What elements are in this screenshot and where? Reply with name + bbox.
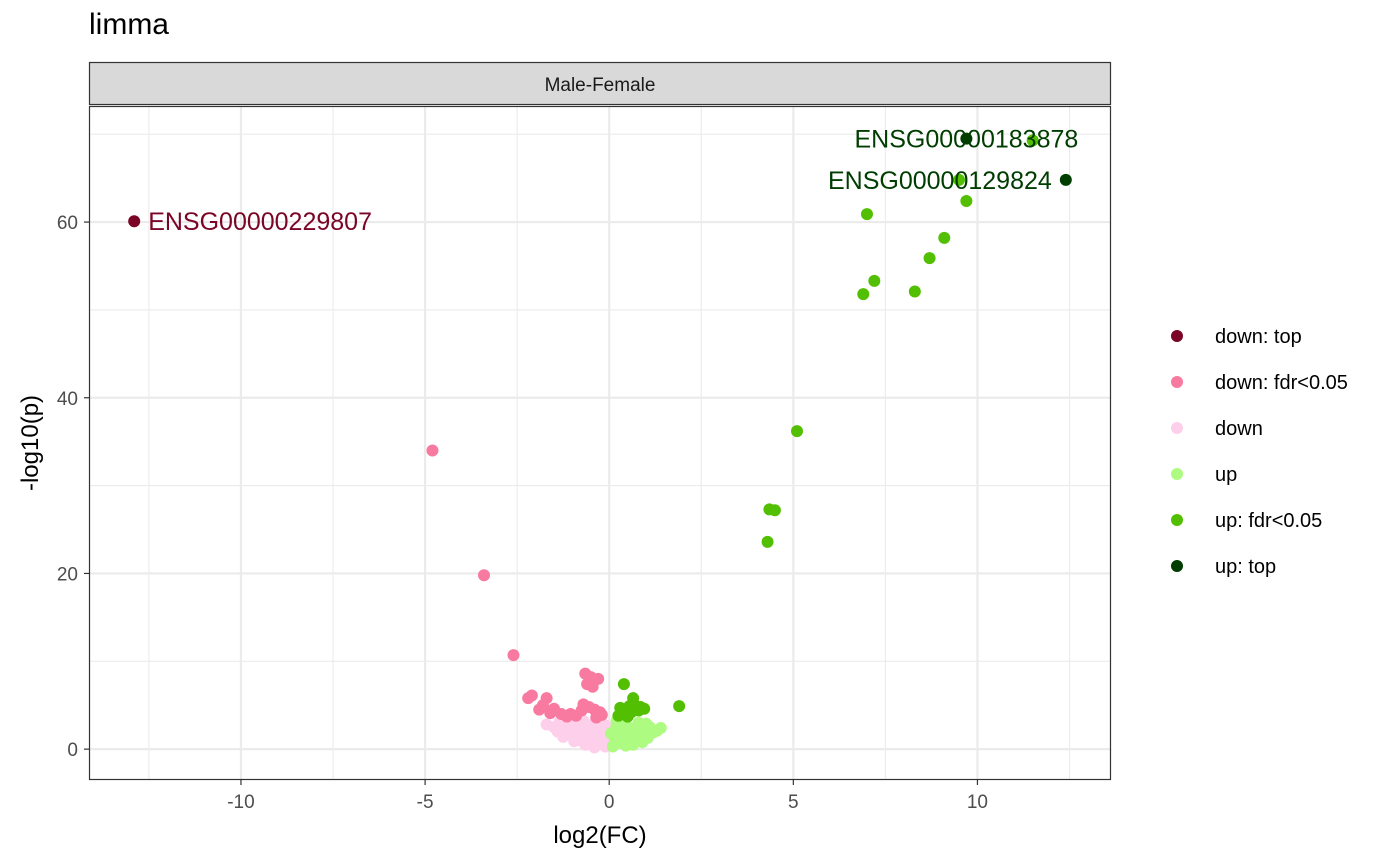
data-point-up-fdr (617, 678, 630, 691)
data-point-up-fdr (923, 252, 936, 265)
data-point-down-fdr (560, 710, 573, 723)
data-point-down-fdr (575, 704, 588, 717)
data-point-up-fdr (938, 231, 951, 244)
data-point-up-fdr (612, 709, 625, 722)
y-axis-title: -log10(p) (17, 395, 44, 491)
data-point-up (636, 736, 649, 749)
data-point-up (654, 722, 667, 735)
data-point-down-fdr (586, 680, 599, 693)
data-point-down (568, 735, 581, 748)
data-point-up-fdr (860, 208, 873, 221)
y-tick-label: 60 (57, 213, 78, 234)
panel-grid (90, 107, 1110, 779)
y-axis: 0 20 40 60 (57, 213, 90, 761)
data-point-up (640, 717, 653, 730)
data-point-up-fdr (908, 285, 921, 298)
data-point-down (588, 741, 601, 754)
data-point-down-fdr (544, 707, 557, 720)
panel-border (88, 105, 1112, 781)
data-point-down (575, 720, 588, 733)
data-point-down-fdr (426, 444, 439, 457)
data-point-down (579, 738, 592, 751)
legend-key-down-fdr (1171, 376, 1183, 388)
data-point-up-fdr (953, 173, 966, 186)
legend-label: up: fdr<0.05 (1215, 510, 1322, 532)
data-point-up-fdr (634, 700, 647, 713)
gene-label: ENSG00000229807 (148, 208, 372, 236)
data-point-down (557, 730, 570, 743)
x-tick-label: -10 (227, 792, 254, 813)
x-tick-label: 0 (604, 792, 615, 813)
data-point-up-fdr (960, 194, 973, 207)
data-point-up-fdr (1026, 134, 1039, 147)
data-point-up-fdr (621, 710, 634, 723)
data-point-up-top (1059, 173, 1072, 186)
x-tick-label: -5 (417, 792, 434, 813)
data-point-up (627, 738, 640, 751)
legend: down: top down: fdr<0.05 down up up: fdr<0.0… (1171, 326, 1348, 578)
data-point-up-fdr (857, 288, 870, 301)
data-point-down-fdr (595, 708, 608, 721)
legend-label: up: top (1215, 556, 1276, 578)
data-point-down-fdr (522, 692, 535, 705)
legend-label: down (1215, 418, 1263, 440)
gene-annotations: ENSG00000229807 ENSG00000183878 ENSG000001… (148, 126, 1078, 237)
legend-label: up (1215, 464, 1237, 486)
x-tick-label: 5 (788, 792, 799, 813)
facet-strip-box (88, 61, 1112, 106)
y-tick-label: 40 (57, 389, 78, 410)
gene-label: ENSG00000183878 (854, 126, 1078, 154)
data-point-down-fdr (478, 569, 491, 582)
x-tick-label: 10 (967, 792, 988, 813)
data-point-up-top (960, 132, 973, 145)
data-point-up-fdr (868, 274, 881, 287)
x-axis-title: log2(FC) (553, 822, 646, 849)
data-point-up-fdr (673, 700, 686, 713)
facet-strip: Male-Female (88, 61, 1112, 106)
legend-key-up-fdr (1171, 514, 1183, 526)
data-point-down-top (128, 215, 141, 228)
y-tick-label: 20 (57, 564, 78, 585)
data-point-up-fdr (761, 535, 774, 548)
legend-label: down: fdr<0.05 (1215, 372, 1348, 394)
data-point-up-fdr (791, 425, 804, 438)
x-axis: -10 -5 0 5 10 (227, 779, 988, 813)
gene-label: ENSG00000129824 (828, 167, 1052, 195)
chart-title: limma (89, 8, 169, 41)
legend-key-up (1171, 468, 1183, 480)
facet-strip-label: Male-Female (545, 75, 656, 96)
data-point-down (592, 726, 605, 739)
data-point-up-fdr (768, 504, 781, 517)
data-point-down-fdr (533, 703, 546, 716)
legend-key-down (1171, 422, 1183, 434)
legend-label: down: top (1215, 326, 1302, 348)
data-point-down-fdr (507, 649, 520, 662)
legend-key-down-top (1171, 330, 1183, 342)
data-point-up (605, 727, 618, 740)
y-tick-label: 0 (67, 740, 78, 761)
data-points (128, 132, 1072, 754)
legend-key-up-top (1171, 560, 1183, 572)
